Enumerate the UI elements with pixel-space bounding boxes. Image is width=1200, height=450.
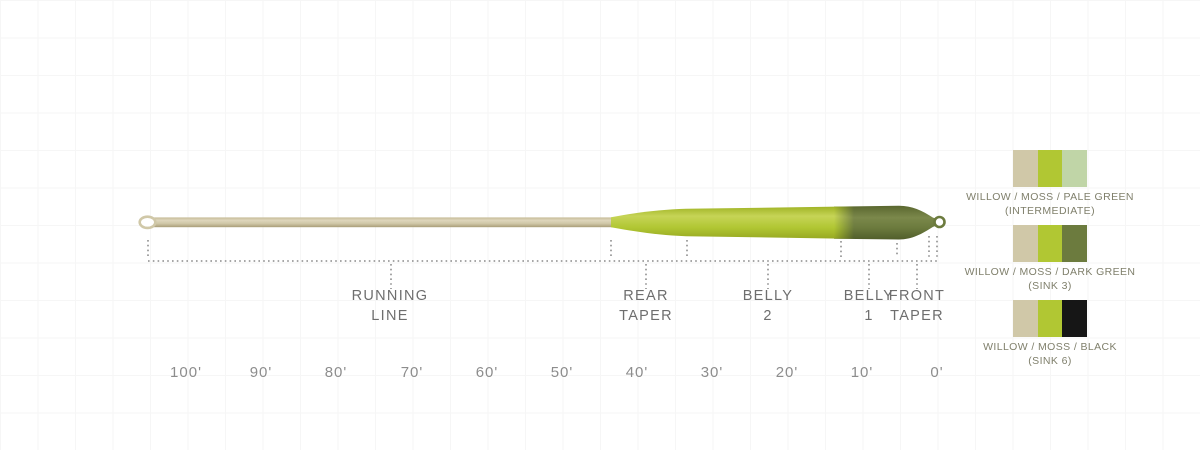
swatch-group-intermediate: WILLOW / MOSS / PALE GREEN (INTERMEDIATE… <box>950 150 1150 218</box>
taper-belly-segment <box>611 206 854 239</box>
swatch-color-willow <box>1013 300 1038 337</box>
color-swatch <box>1013 225 1088 262</box>
swatch-label: WILLOW / MOSS / DARK GREEN (SINK 3) <box>964 266 1136 292</box>
tip-end-loop <box>933 215 946 229</box>
swatch-color-pale-green <box>1062 150 1088 187</box>
swatch-color-black <box>1062 300 1088 337</box>
swatch-label: WILLOW / MOSS / PALE GREEN (INTERMEDIATE… <box>966 191 1134 217</box>
measurement-guides <box>147 236 940 289</box>
swatch-label: WILLOW / MOSS / BLACK (SINK 6) <box>983 341 1117 367</box>
swatch-color-dark-green <box>1062 225 1088 262</box>
swatch-color-moss <box>1037 225 1063 262</box>
butt-end-loop <box>138 215 157 230</box>
swatch-color-moss <box>1037 150 1063 187</box>
swatch-color-moss <box>1037 300 1063 337</box>
color-swatch <box>1013 150 1088 187</box>
swatch-color-willow <box>1013 150 1038 187</box>
swatch-color-willow <box>1013 225 1038 262</box>
swatch-group-sink-6: WILLOW / MOSS / BLACK (SINK 6) <box>950 300 1150 368</box>
running-line-segment <box>150 217 613 228</box>
swatch-group-sink-3: WILLOW / MOSS / DARK GREEN (SINK 3) <box>950 225 1150 293</box>
color-swatch <box>1013 300 1088 337</box>
sink-tip-segment <box>834 205 939 240</box>
